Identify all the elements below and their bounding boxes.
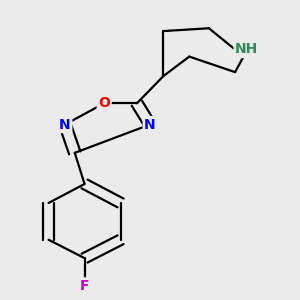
Text: N: N [59,118,71,131]
Text: N: N [144,118,156,131]
Text: F: F [80,279,89,293]
Text: NH: NH [235,43,258,56]
Text: O: O [98,96,110,110]
